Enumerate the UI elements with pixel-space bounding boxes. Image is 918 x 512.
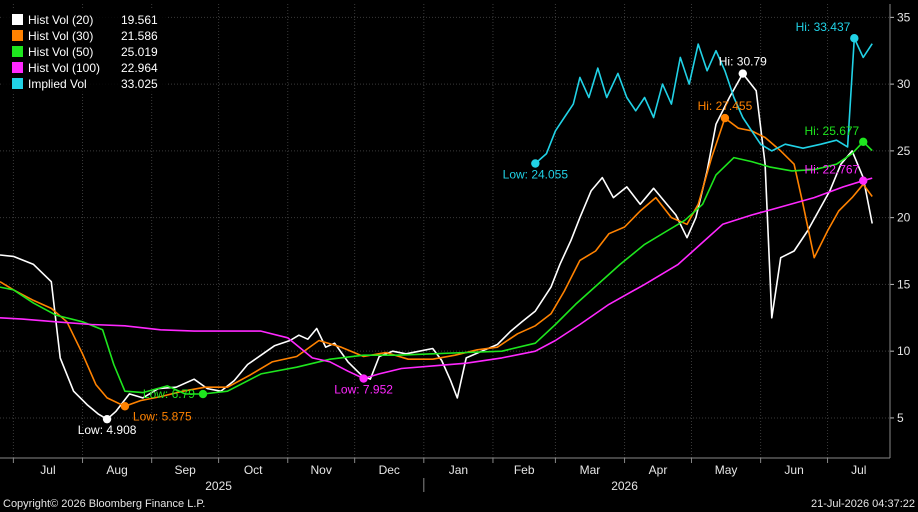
y-tick-label: 25 bbox=[897, 144, 911, 158]
series-line-4 bbox=[534, 37, 873, 165]
x-month-label: Jul bbox=[40, 463, 55, 477]
low-marker-2 bbox=[198, 389, 208, 399]
x-month-label: May bbox=[715, 463, 738, 477]
footer: Copyright© 2026 Bloomberg Finance L.P. 2… bbox=[3, 498, 915, 510]
x-month-label: Oct bbox=[244, 463, 263, 477]
y-tick-label: 5 bbox=[897, 411, 904, 425]
low-marker-0 bbox=[102, 414, 112, 424]
y-tick-label: 10 bbox=[897, 344, 911, 358]
legend-swatch-0 bbox=[12, 14, 23, 25]
legend-swatch-3 bbox=[12, 62, 23, 73]
series-line-0 bbox=[0, 72, 873, 420]
low-label-2: Low: 6.79 bbox=[143, 387, 195, 401]
timestamp-text: 21-Jul-2026 04:37:22 bbox=[811, 498, 915, 510]
low-label-4: Low: 24.055 bbox=[503, 168, 569, 182]
legend: Hist Vol (20) 19.561 Hist Vol (30) 21.586 Hi… bbox=[2, 8, 166, 94]
high-label-2: Hi: 25.677 bbox=[805, 124, 860, 138]
high-label-0: Hi: 30.79 bbox=[719, 55, 767, 69]
legend-value-3: 22.964 bbox=[121, 61, 158, 75]
legend-swatch-4 bbox=[12, 78, 23, 89]
annotation-layer: Low: 4.908 Hi: 30.79 Low: 5.875 Hi: 27.455 L… bbox=[78, 20, 868, 437]
legend-value-1: 21.586 bbox=[121, 29, 158, 43]
legend-name-4: Implied Vol bbox=[28, 77, 87, 91]
x-month-label: Dec bbox=[379, 463, 400, 477]
high-label-4: Hi: 33.437 bbox=[796, 20, 851, 34]
x-month-label: Jul bbox=[851, 463, 866, 477]
series-line-3 bbox=[0, 177, 873, 380]
low-marker-3 bbox=[359, 374, 368, 383]
low-marker-1 bbox=[120, 402, 130, 411]
legend-name-1: Hist Vol (30) bbox=[28, 29, 93, 43]
legend-value-4: 33.025 bbox=[121, 77, 158, 91]
x-month-label: Apr bbox=[649, 463, 668, 477]
legend-swatch-2 bbox=[12, 46, 23, 57]
x-month-label: Nov bbox=[311, 463, 332, 477]
y-tick-label: 30 bbox=[897, 77, 911, 91]
x-year-label: 2025 bbox=[205, 479, 232, 493]
x-month-label: Jan bbox=[449, 463, 468, 477]
legend-name-0: Hist Vol (20) bbox=[28, 13, 93, 27]
legend-value-2: 25.019 bbox=[121, 45, 158, 59]
high-marker-1 bbox=[720, 113, 730, 123]
y-tick-label: 35 bbox=[897, 10, 911, 24]
low-marker-4 bbox=[531, 159, 540, 168]
x-month-label: Jun bbox=[784, 463, 803, 477]
low-label-0: Low: 4.908 bbox=[78, 423, 137, 437]
y-tick-label: 20 bbox=[897, 211, 911, 225]
legend-name-2: Hist Vol (50) bbox=[28, 45, 93, 59]
high-label-3: Hi: 22.767 bbox=[805, 163, 860, 177]
high-marker-0 bbox=[738, 69, 747, 78]
high-marker-4 bbox=[850, 34, 859, 43]
x-month-label: Feb bbox=[514, 463, 535, 477]
series-line-1 bbox=[0, 117, 873, 408]
low-label-1: Low: 5.875 bbox=[133, 409, 192, 423]
legend-name-3: Hist Vol (100) bbox=[28, 61, 100, 75]
x-month-label: Mar bbox=[580, 463, 601, 477]
high-marker-3 bbox=[859, 176, 868, 185]
legend-value-0: 19.561 bbox=[121, 13, 158, 27]
y-tick-label: 15 bbox=[897, 277, 911, 291]
series-layer bbox=[0, 37, 873, 420]
legend-box bbox=[2, 8, 166, 94]
series-line-2 bbox=[0, 141, 873, 395]
legend-swatch-1 bbox=[12, 30, 23, 41]
x-month-label: Aug bbox=[106, 463, 127, 477]
copyright-text: Copyright© 2026 Bloomberg Finance L.P. bbox=[3, 498, 205, 510]
x-month-label: Sep bbox=[174, 463, 196, 477]
low-label-3: Low: 7.952 bbox=[334, 383, 393, 397]
x-year-label: 2026 bbox=[611, 479, 638, 493]
high-marker-2 bbox=[859, 137, 868, 147]
high-label-1: Hi: 27.455 bbox=[698, 99, 753, 113]
